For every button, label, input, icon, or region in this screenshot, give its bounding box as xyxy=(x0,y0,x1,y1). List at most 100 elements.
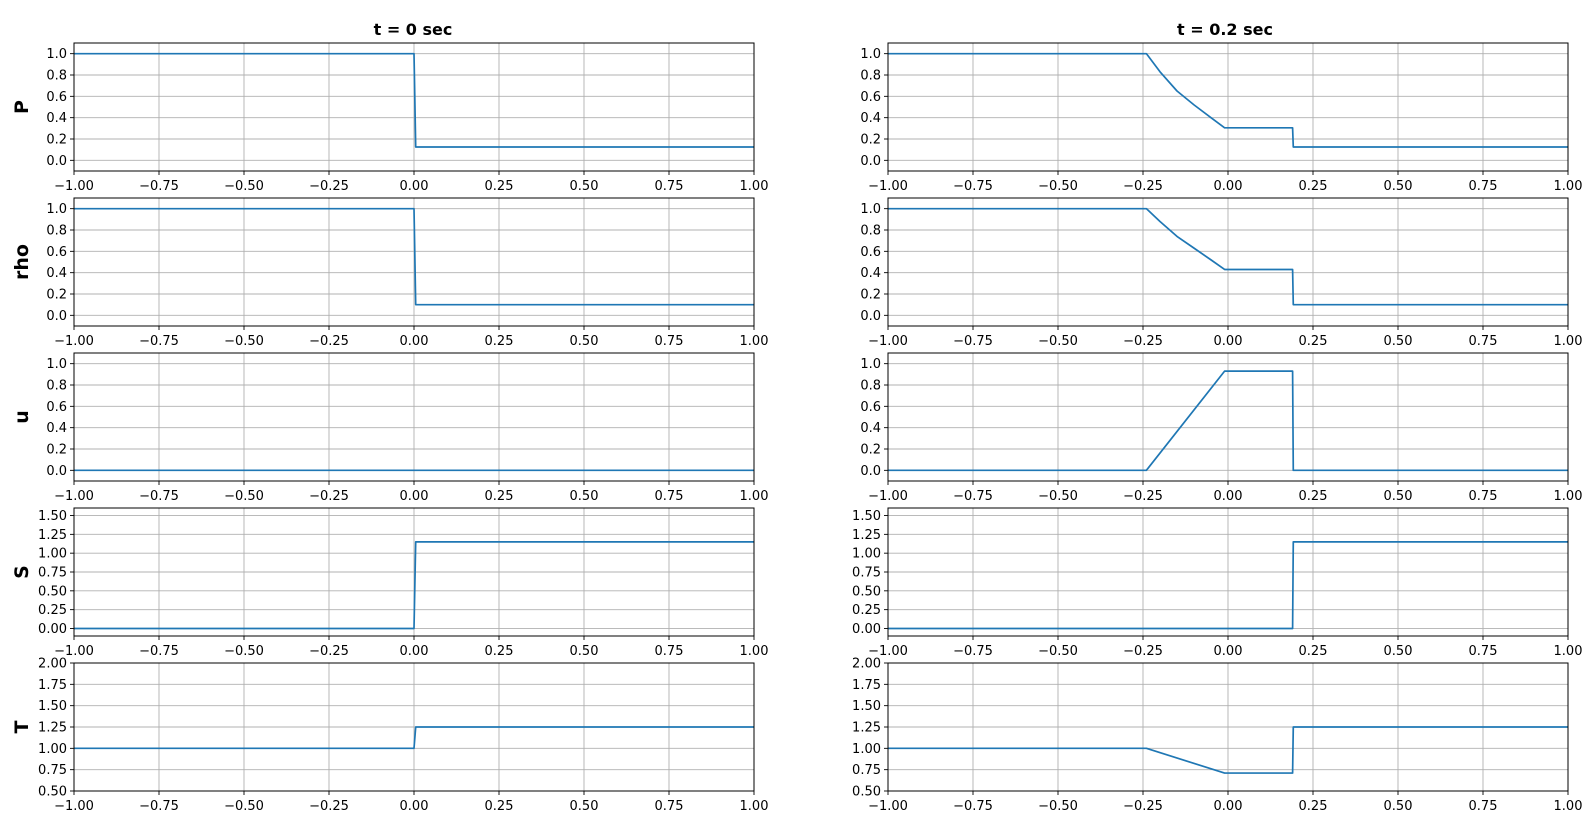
x-tick-label: −0.25 xyxy=(1123,179,1163,194)
x-tick-label: 0.50 xyxy=(1384,799,1413,814)
x-tick-label: −0.75 xyxy=(953,179,993,194)
y-tick-label: 0.8 xyxy=(46,224,67,239)
x-tick-label: 0.50 xyxy=(570,334,599,349)
x-tick-label: −0.50 xyxy=(224,334,264,349)
x-tick-label: −1.00 xyxy=(54,334,94,349)
y-tick-label: 0.2 xyxy=(860,288,881,303)
x-tick-label: 0.00 xyxy=(400,489,429,504)
x-tick-label: 1.00 xyxy=(740,489,769,504)
x-tick-label: 0.75 xyxy=(1469,644,1498,659)
y-tick-label: 0.75 xyxy=(852,763,881,778)
x-tick-label: −0.75 xyxy=(139,644,179,659)
x-tick-label: 0.25 xyxy=(1299,644,1328,659)
y-tick-label: 0.4 xyxy=(860,111,881,126)
y-tick-label: 0.4 xyxy=(46,111,67,126)
y-tick-label: 0.2 xyxy=(46,288,67,303)
y-tick-label: 0.8 xyxy=(860,379,881,394)
x-tick-label: −0.25 xyxy=(1123,644,1163,659)
y-tick-label: 0.50 xyxy=(852,584,881,599)
axes-frame xyxy=(73,197,755,327)
x-tick-label: 0.75 xyxy=(655,489,684,504)
x-tick-label: 0.75 xyxy=(1469,334,1498,349)
x-tick-label: 0.75 xyxy=(655,644,684,659)
x-tick-label: 0.00 xyxy=(400,334,429,349)
x-tick-label: −0.50 xyxy=(224,644,264,659)
y-tick-label: 1.0 xyxy=(860,202,881,217)
x-tick-label: −0.75 xyxy=(953,489,993,504)
y-axis-label: rho xyxy=(11,244,33,280)
axes-frame xyxy=(73,507,755,637)
y-tick-label: 0.2 xyxy=(860,443,881,458)
subplot-T-t0: −1.00 −0.75 −0.50 −0.25 0.00 0.25 0.50 0.75 1.00… xyxy=(11,657,768,815)
subplot-S-t0: −1.00 −0.75 −0.50 −0.25 0.00 0.25 0.50 0.75 1.00… xyxy=(11,507,769,659)
subplot-P-t0: −1.00 −0.75 −0.50 −0.25 0.00 0.25 0.50 0.75 1.00… xyxy=(11,42,769,194)
x-tick-label: −0.75 xyxy=(139,179,179,194)
x-tick-label: −0.50 xyxy=(1038,799,1078,814)
x-tick-label: −0.75 xyxy=(139,489,179,504)
x-tick-label: −0.75 xyxy=(953,799,993,814)
x-tick-label: 1.00 xyxy=(740,179,769,194)
x-tick-label: −1.00 xyxy=(868,334,908,349)
x-tick-label: 1.00 xyxy=(1554,799,1583,814)
y-tick-label: 1.00 xyxy=(852,742,881,757)
y-tick-label: 1.00 xyxy=(38,742,67,757)
x-tick-label: −1.00 xyxy=(54,489,94,504)
y-tick-label: 0.8 xyxy=(46,379,67,394)
x-tick-label: 0.50 xyxy=(570,644,599,659)
x-tick-label: 0.00 xyxy=(1214,334,1243,349)
y-tick-label: 0.2 xyxy=(46,443,67,458)
y-tick-label: 0.4 xyxy=(46,266,67,281)
y-tick-label: 1.25 xyxy=(38,528,67,543)
x-tick-label: −0.25 xyxy=(309,644,349,659)
x-tick-label: 0.50 xyxy=(1384,644,1413,659)
x-tick-label: 0.00 xyxy=(1214,799,1243,814)
x-tick-label: 0.50 xyxy=(570,489,599,504)
y-tick-label: 0.6 xyxy=(46,245,67,260)
x-tick-label: 0.50 xyxy=(1384,334,1413,349)
y-tick-label: 1.00 xyxy=(852,547,881,562)
y-tick-label: 0.4 xyxy=(46,421,67,436)
subplot-P-t02: −1.00 −0.75 −0.50 −0.25 0.00 0.25 0.50 0.75 1.00… xyxy=(860,42,1582,194)
x-tick-label: 0.25 xyxy=(485,799,514,814)
y-axis-label: T xyxy=(11,720,33,733)
y-tick-label: 1.0 xyxy=(46,357,67,372)
y-tick-label: 0.50 xyxy=(852,785,881,800)
x-tick-label: 1.00 xyxy=(740,644,769,659)
y-tick-label: 0.75 xyxy=(852,566,881,581)
series-line-S-t02 xyxy=(888,541,1568,630)
y-tick-label: 0.6 xyxy=(46,400,67,415)
x-tick-label: 0.75 xyxy=(1469,179,1498,194)
y-tick-label: 1.25 xyxy=(852,721,881,736)
x-tick-label: 0.25 xyxy=(1299,799,1328,814)
axes-frame xyxy=(887,507,1569,637)
series-line-u-t02 xyxy=(888,370,1568,472)
y-tick-label: 0.0 xyxy=(46,309,67,324)
y-tick-label: 1.0 xyxy=(46,47,67,62)
y-tick-label: 1.00 xyxy=(38,547,67,562)
x-tick-label: 0.00 xyxy=(400,799,429,814)
y-tick-label: 2.00 xyxy=(852,657,881,672)
x-tick-label: 0.25 xyxy=(1299,179,1328,194)
column-title-t0: t = 0 sec xyxy=(374,20,453,39)
x-tick-label: −0.50 xyxy=(1038,334,1078,349)
y-axis-label: P xyxy=(11,100,33,114)
x-tick-label: −0.50 xyxy=(1038,489,1078,504)
y-tick-label: 0.50 xyxy=(38,584,67,599)
x-tick-label: −0.75 xyxy=(953,334,993,349)
x-tick-label: 0.00 xyxy=(1214,489,1243,504)
y-tick-label: 0.6 xyxy=(860,400,881,415)
y-tick-label: 0.0 xyxy=(46,464,67,479)
y-tick-label: 1.0 xyxy=(860,47,881,62)
x-tick-label: −0.50 xyxy=(224,179,264,194)
series-line-rho-t02 xyxy=(888,207,1568,306)
x-tick-label: 0.50 xyxy=(1384,179,1413,194)
x-tick-label: −1.00 xyxy=(868,799,908,814)
y-tick-label: 0.8 xyxy=(860,224,881,239)
y-tick-label: 1.0 xyxy=(46,202,67,217)
axes-frame xyxy=(73,662,755,792)
axes-frame xyxy=(887,42,1569,172)
y-tick-label: 1.0 xyxy=(860,357,881,372)
x-tick-label: 1.00 xyxy=(740,799,769,814)
x-tick-label: −0.25 xyxy=(1123,489,1163,504)
x-tick-label: −0.75 xyxy=(139,334,179,349)
